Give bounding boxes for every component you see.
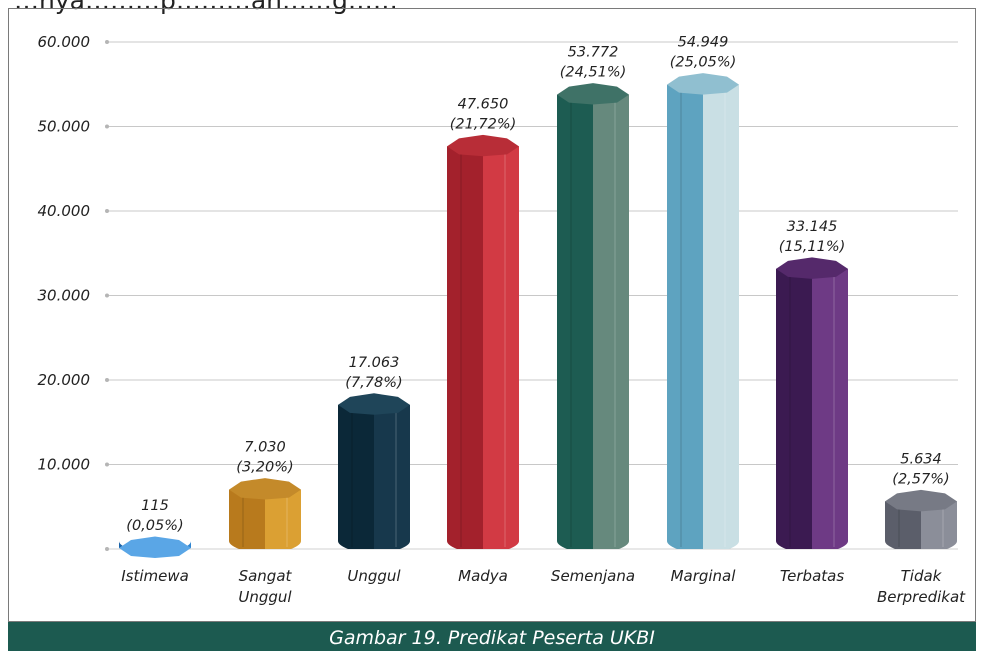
y-tick-label: 10.000 <box>38 456 91 474</box>
tick-dot <box>105 40 109 44</box>
tick-dot <box>105 547 109 551</box>
bar-side-right <box>703 84 739 550</box>
bar-side-left <box>229 489 265 549</box>
bar-top-cap <box>338 393 410 415</box>
value-label: 54.949 <box>678 35 729 51</box>
bar-chart: 10.000 20.000 30.000 40.000 50.000 60.000 115… <box>38 33 967 606</box>
bar-top-cap <box>667 73 739 95</box>
bar-side-right <box>265 489 301 549</box>
value-label: 5.634 <box>900 451 942 467</box>
percent-label: (2,57%) <box>892 471 949 487</box>
bar-side-left <box>338 404 374 549</box>
figure-caption: Gambar 19. Predikat Peserta UKBI <box>8 622 976 651</box>
category-label: Semenjana <box>551 567 635 585</box>
percent-label: (21,72%) <box>450 116 517 132</box>
category-label: Marginal <box>671 567 737 585</box>
bar-top-cap <box>119 536 191 558</box>
category-label: Unggul <box>347 567 401 585</box>
header-partial-text: …nya………p………an……g…… <box>14 0 398 15</box>
category-label: Istimewa <box>121 567 189 585</box>
percent-label: (15,11%) <box>779 239 846 255</box>
y-tick-label: 20.000 <box>38 371 91 389</box>
bar-side-left <box>776 268 812 549</box>
y-tick-label: 40.000 <box>38 202 91 220</box>
percent-label: (7,78%) <box>345 375 402 391</box>
category-label: Berpredikat <box>877 588 966 606</box>
value-label: 115 <box>141 498 169 514</box>
bar-side-right <box>593 94 629 550</box>
value-label: 17.063 <box>349 355 400 371</box>
y-tick-label: 30.000 <box>38 287 91 305</box>
tick-dot <box>105 378 109 382</box>
bar-side-right <box>921 501 957 549</box>
chart-frame <box>8 8 976 622</box>
category-label: Unggul <box>238 588 292 606</box>
bar-side-right <box>483 146 519 550</box>
bar <box>229 478 301 549</box>
bar <box>667 73 739 550</box>
bar-side-left <box>447 146 483 550</box>
bar-side-left <box>885 501 921 549</box>
value-label: 7.030 <box>244 440 286 456</box>
category-label: Madya <box>458 567 508 585</box>
bar-top-cap <box>557 83 629 105</box>
value-label: 47.650 <box>458 96 509 112</box>
bar <box>557 83 629 550</box>
bar <box>447 134 519 550</box>
tick-dot <box>105 462 109 467</box>
value-label: 53.772 <box>568 45 619 61</box>
percent-label: (24,51%) <box>560 65 627 81</box>
bar-side-right <box>812 268 848 549</box>
bar <box>338 393 410 549</box>
bar-top-cap <box>885 489 957 512</box>
percent-label: (25,05%) <box>670 55 737 71</box>
bar-side-left <box>667 84 703 550</box>
category-label: Terbatas <box>780 567 844 585</box>
percent-label: (0,05%) <box>126 518 183 534</box>
category-label: Sangat <box>239 567 293 585</box>
bar-top-cap <box>776 257 848 279</box>
bar <box>776 257 848 549</box>
bar <box>885 489 957 549</box>
category-label: Tidak <box>901 567 943 585</box>
y-tick-label: 60.000 <box>38 33 91 51</box>
bar-top-cap <box>447 134 519 157</box>
tick-dot <box>105 293 109 298</box>
y-tick-label: 50.000 <box>38 118 91 136</box>
value-label: 33.145 <box>787 219 838 235</box>
tick-dot <box>105 209 109 213</box>
bar-side-right <box>374 404 410 549</box>
tick-dot <box>105 124 109 129</box>
bar-top-cap <box>229 478 301 500</box>
percent-label: (3,20%) <box>236 460 293 476</box>
bar <box>119 536 191 558</box>
bar-side-left <box>557 94 593 550</box>
